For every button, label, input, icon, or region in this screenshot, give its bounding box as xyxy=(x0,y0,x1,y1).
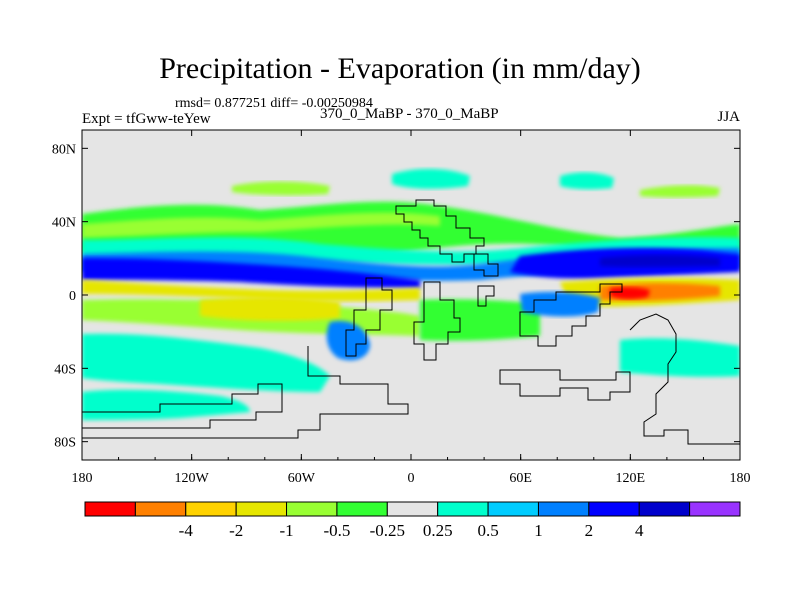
colorbar-label: 1 xyxy=(534,521,543,540)
colorbar-swatch xyxy=(286,501,338,517)
continent-outlines xyxy=(82,199,740,445)
x-tick-label: 120E xyxy=(616,471,646,486)
colorbar: -4 -2 -1 -0.5 -0.25 0.25 0.5 1 2 4 xyxy=(84,501,741,540)
field-darkblue-north xyxy=(82,258,420,288)
colorbar-swatch xyxy=(235,501,288,517)
colorbar-label: 4 xyxy=(635,521,644,540)
landmass-west-block xyxy=(345,277,393,357)
field-green-arctic xyxy=(232,181,330,196)
field-cyan-south xyxy=(82,333,330,392)
rmsd-diff-stats: rmsd= 0.877251 diff= -0.00250984 xyxy=(175,96,373,111)
y-tick-label: 0 xyxy=(69,289,76,304)
colorbar-swatch xyxy=(437,501,489,517)
colorbar-swatch xyxy=(386,501,439,517)
colorbar-swatch xyxy=(638,501,691,517)
field-navy-core xyxy=(600,255,720,267)
x-tick-label: 120W xyxy=(175,471,210,486)
landmass-south-long xyxy=(82,346,409,439)
landmass-north xyxy=(395,199,485,263)
colorbar-label: 0.25 xyxy=(423,521,453,540)
season-label: JJA xyxy=(717,109,740,125)
colorbar-label: -0.25 xyxy=(370,521,405,540)
x-tick-label: 60W xyxy=(288,471,316,486)
x-tick-label: 180 xyxy=(72,471,93,486)
field-cyan-arctic-2 xyxy=(560,172,614,190)
colorbar-swatch xyxy=(588,501,640,517)
colorbar-label: -1 xyxy=(279,521,293,540)
field-cyan-arctic-1 xyxy=(392,168,470,189)
x-tick-label: 180 xyxy=(730,471,751,486)
field-green-arctic-2 xyxy=(640,185,720,198)
colorbar-label: -0.5 xyxy=(323,521,350,540)
colorbar-swatch xyxy=(185,501,237,517)
y-tick-label: 40S xyxy=(54,362,76,377)
colorbar-label: -2 xyxy=(229,521,243,540)
x-tick-label: 60E xyxy=(509,471,532,486)
y-tick-label: 80N xyxy=(52,142,76,157)
precip-evap-field xyxy=(82,168,740,420)
field-green-south-east xyxy=(420,299,540,341)
colorbar-swatch xyxy=(134,501,187,517)
colorbar-swatch xyxy=(487,501,539,517)
field-blue-south xyxy=(520,291,600,317)
field-yellow-eq xyxy=(82,280,420,302)
comparison-subtitle: 370_0_MaBP - 370_0_MaBP xyxy=(320,106,499,122)
landmass-southwest xyxy=(82,383,283,429)
colorbar-swatch xyxy=(537,501,590,517)
colorbar-label: -4 xyxy=(179,521,194,540)
colorbar-swatch xyxy=(689,501,741,517)
plot-title: Precipitation - Evaporation (in mm/day) xyxy=(159,52,641,85)
field-green-north-edge xyxy=(82,212,440,238)
field-blue-south-ocean xyxy=(326,320,370,361)
colorbar-label: 0.5 xyxy=(477,521,498,540)
colorbar-label: 2 xyxy=(585,521,594,540)
field-yellow-south xyxy=(200,297,340,321)
landmass-island-1 xyxy=(477,285,495,307)
field-cyan-south-east xyxy=(620,338,740,377)
landmass-east-large xyxy=(519,283,623,347)
colorbar-swatch xyxy=(336,501,388,517)
field-red-east xyxy=(610,286,650,300)
landmass-island-2 xyxy=(473,253,499,277)
landmass-east-south xyxy=(629,313,740,445)
y-tick-label: 40N xyxy=(52,216,76,231)
x-tick-label: 0 xyxy=(408,471,415,486)
experiment-label: Expt = tfGww-teYew xyxy=(82,111,211,127)
landmass-central xyxy=(413,281,461,361)
colorbar-swatch xyxy=(84,501,136,517)
y-tick-label: 80S xyxy=(54,436,76,451)
landmass-antarctic-east xyxy=(499,369,631,401)
map-axes: 180 120W 60W 0 60E 120E 180 80N 40N 0 40S 80S xyxy=(52,130,751,486)
